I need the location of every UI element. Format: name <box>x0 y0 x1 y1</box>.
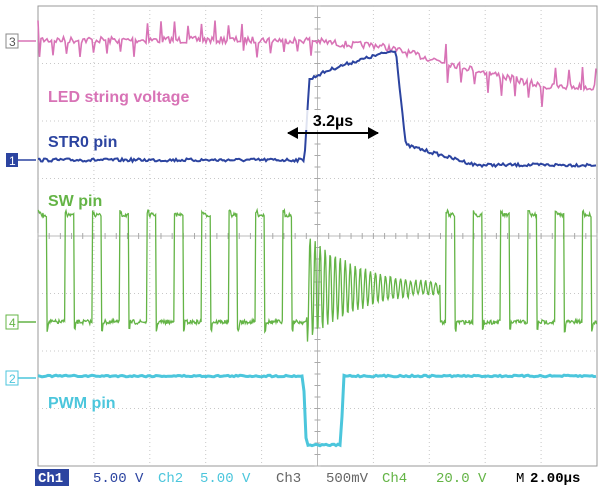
series-label-sw-pin: SW pin <box>48 193 102 210</box>
svg-text:1: 1 <box>9 154 16 168</box>
ch3-badge[interactable]: Ch3 <box>276 471 301 487</box>
graticule <box>37 5 598 467</box>
svg-text:4: 4 <box>9 316 16 330</box>
svg-text:2: 2 <box>9 372 16 386</box>
channel-marker-4[interactable]: 4 <box>5 314 36 330</box>
duration-annotation: 3.2µs <box>287 110 379 139</box>
channel-marker-2[interactable]: 2 <box>5 370 36 386</box>
duration-label: 3.2µs <box>313 113 353 130</box>
svg-text:Ch1: Ch1 <box>38 471 63 487</box>
trace-str0-pin <box>37 50 597 169</box>
trace-led-string-voltage <box>37 20 597 107</box>
channel-marker-3[interactable]: 3 <box>5 33 36 49</box>
series-label-str0-pin: STR0 pin <box>48 134 117 151</box>
ch2-scale: 5.00 V <box>200 471 251 487</box>
ch1-scale: 5.00 V <box>93 471 144 487</box>
timebase-label: M <box>516 471 524 487</box>
ch4-scale: 20.0 V <box>436 471 487 487</box>
trace-pwm-pin <box>37 373 597 448</box>
timebase-scale: 2.00µs <box>530 471 580 487</box>
trace-sw-pin <box>37 207 598 342</box>
series-label-led-string-voltage: LED string voltage <box>48 89 189 106</box>
arrow-left-icon <box>287 127 298 139</box>
status-bar: Ch1 5.00 V Ch2 5.00 V Ch3 500mV Ch4 20.0… <box>0 468 600 487</box>
ch3-scale: 500mV <box>326 471 369 487</box>
ch2-badge[interactable]: Ch2 <box>158 471 183 487</box>
ch1-badge[interactable] <box>35 469 69 486</box>
svg-text:3: 3 <box>9 35 16 49</box>
arrow-right-icon <box>368 127 379 139</box>
series-label-pwm-pin: PWM pin <box>48 395 116 412</box>
channel-marker-1[interactable]: 1 <box>6 153 36 168</box>
ch4-badge[interactable]: Ch4 <box>382 471 407 487</box>
traces <box>37 20 598 448</box>
